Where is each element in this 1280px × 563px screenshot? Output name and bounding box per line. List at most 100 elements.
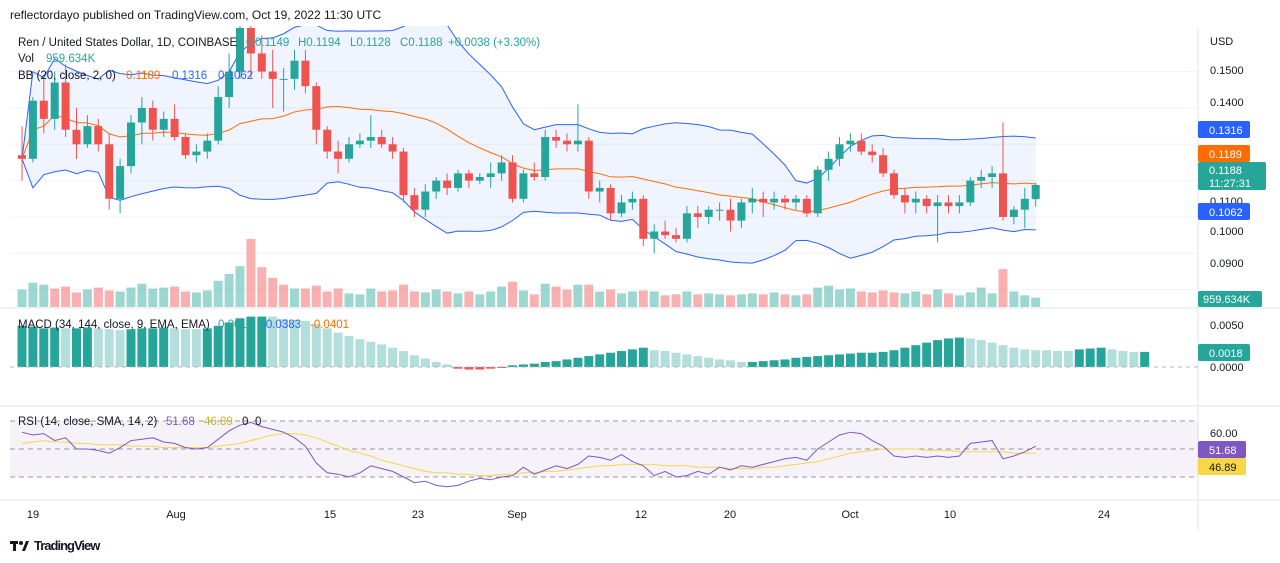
candle-body (192, 151, 201, 156)
volume-bar (933, 289, 943, 307)
candle-body (617, 202, 626, 214)
macd-bar (1074, 349, 1084, 367)
macd-axis[interactable]: 0.0050 0.0000 0.0018 (1198, 320, 1250, 374)
macd-bar (126, 329, 136, 367)
macd-bar (791, 357, 801, 367)
volume-bar (922, 294, 932, 307)
volume-bar (1009, 291, 1019, 307)
macd-bar (213, 325, 223, 367)
candle (606, 184, 615, 221)
candle-body (802, 198, 811, 214)
candle (301, 49, 310, 94)
candle-body (246, 28, 255, 54)
volume-bar (202, 290, 212, 307)
legend-bb-lower: 0.1062 (218, 70, 253, 82)
candle (366, 115, 375, 148)
candle (94, 118, 103, 152)
candle-body (214, 97, 223, 141)
volume-bar (290, 288, 299, 307)
macd-bar (1031, 350, 1041, 367)
volume-bar (617, 293, 626, 307)
candle-body (268, 71, 277, 79)
candle-body (377, 137, 386, 145)
candle-body (148, 107, 157, 130)
price-tick: 0.0900 (1210, 258, 1244, 270)
volume-bar (802, 294, 812, 307)
volume-bar (137, 283, 147, 307)
candle (682, 206, 691, 243)
candle-body (759, 198, 768, 203)
macd-bar (464, 367, 474, 370)
candle-body (1009, 209, 1018, 217)
macd-bar (93, 328, 103, 367)
candle-body (639, 198, 648, 239)
macd-bar (28, 326, 38, 367)
price-tick: 0.1400 (1210, 97, 1244, 109)
candle-body (94, 126, 103, 145)
macd-bar (344, 335, 354, 367)
volume-bar (224, 273, 234, 307)
candle-body (497, 162, 506, 174)
candle (181, 133, 190, 159)
macd-bar (82, 327, 92, 367)
chart-svg[interactable]: 19 Aug 15 23 Sep 12 20 Oct 10 24 Ren / United Sta… (0, 6, 1280, 530)
volume-bar (1031, 297, 1041, 307)
volume-bar (627, 291, 637, 307)
macd-bar (889, 350, 899, 367)
volume-bar (235, 266, 245, 307)
candle-body (573, 140, 582, 145)
volume-bars (17, 238, 1041, 307)
macd-bar (660, 351, 670, 367)
axes: 19 Aug 15 23 Sep 12 20 Oct 10 24 (27, 509, 1110, 521)
candle-body (530, 173, 539, 177)
candle-body (541, 137, 550, 177)
volume-bar (562, 289, 572, 307)
candle-body (846, 140, 855, 145)
macd-bar (17, 325, 27, 367)
candle (214, 86, 223, 145)
macd-bar (388, 347, 398, 367)
candle-body (301, 60, 310, 87)
candle-body (159, 118, 168, 130)
volume-bar (736, 294, 746, 307)
volume-bar (126, 287, 136, 307)
candle-body (704, 209, 713, 217)
candle-body (127, 122, 135, 167)
rsi-ma-badge (1198, 458, 1246, 475)
candle (312, 82, 321, 145)
candle (443, 173, 452, 196)
macd-bar (922, 342, 932, 367)
macd-bar (61, 328, 71, 367)
candle (999, 122, 1007, 221)
macd-bar (246, 316, 256, 367)
candle (432, 176, 441, 199)
candle (977, 169, 986, 188)
candle-body (563, 140, 571, 145)
macd-bar (148, 328, 158, 367)
rsi-axis[interactable]: 60.00 51.68 46.89 (1198, 428, 1246, 475)
tradingview-footer[interactable]: TradingView (10, 538, 100, 553)
price-axis[interactable]: USD 0.1500 0.1400 0.1100 0.1000 0.0900 0… (1198, 36, 1266, 307)
candle (18, 126, 26, 181)
candle-body (181, 137, 190, 156)
candle (661, 220, 670, 239)
macd-bar (998, 345, 1008, 367)
macd-bar (1140, 351, 1150, 367)
macd-bar (573, 357, 583, 367)
volume-bar (954, 295, 964, 307)
candle-body (432, 180, 441, 192)
candle-body (868, 151, 877, 156)
volume-bar (93, 287, 103, 307)
candle (726, 198, 735, 232)
candle (421, 184, 430, 217)
bb-basis-line (21, 105, 1036, 213)
candle-body (650, 231, 659, 239)
candle-body (781, 198, 789, 203)
candle (257, 35, 266, 79)
chart-container[interactable]: 19 Aug 15 23 Sep 12 20 Oct 10 24 Ren / United Sta… (0, 6, 1280, 530)
candle (454, 169, 462, 192)
volume-badge-text: 959.634K (1203, 294, 1251, 306)
macd-bar (627, 349, 637, 367)
candle-body (606, 187, 615, 214)
candle (748, 187, 757, 214)
